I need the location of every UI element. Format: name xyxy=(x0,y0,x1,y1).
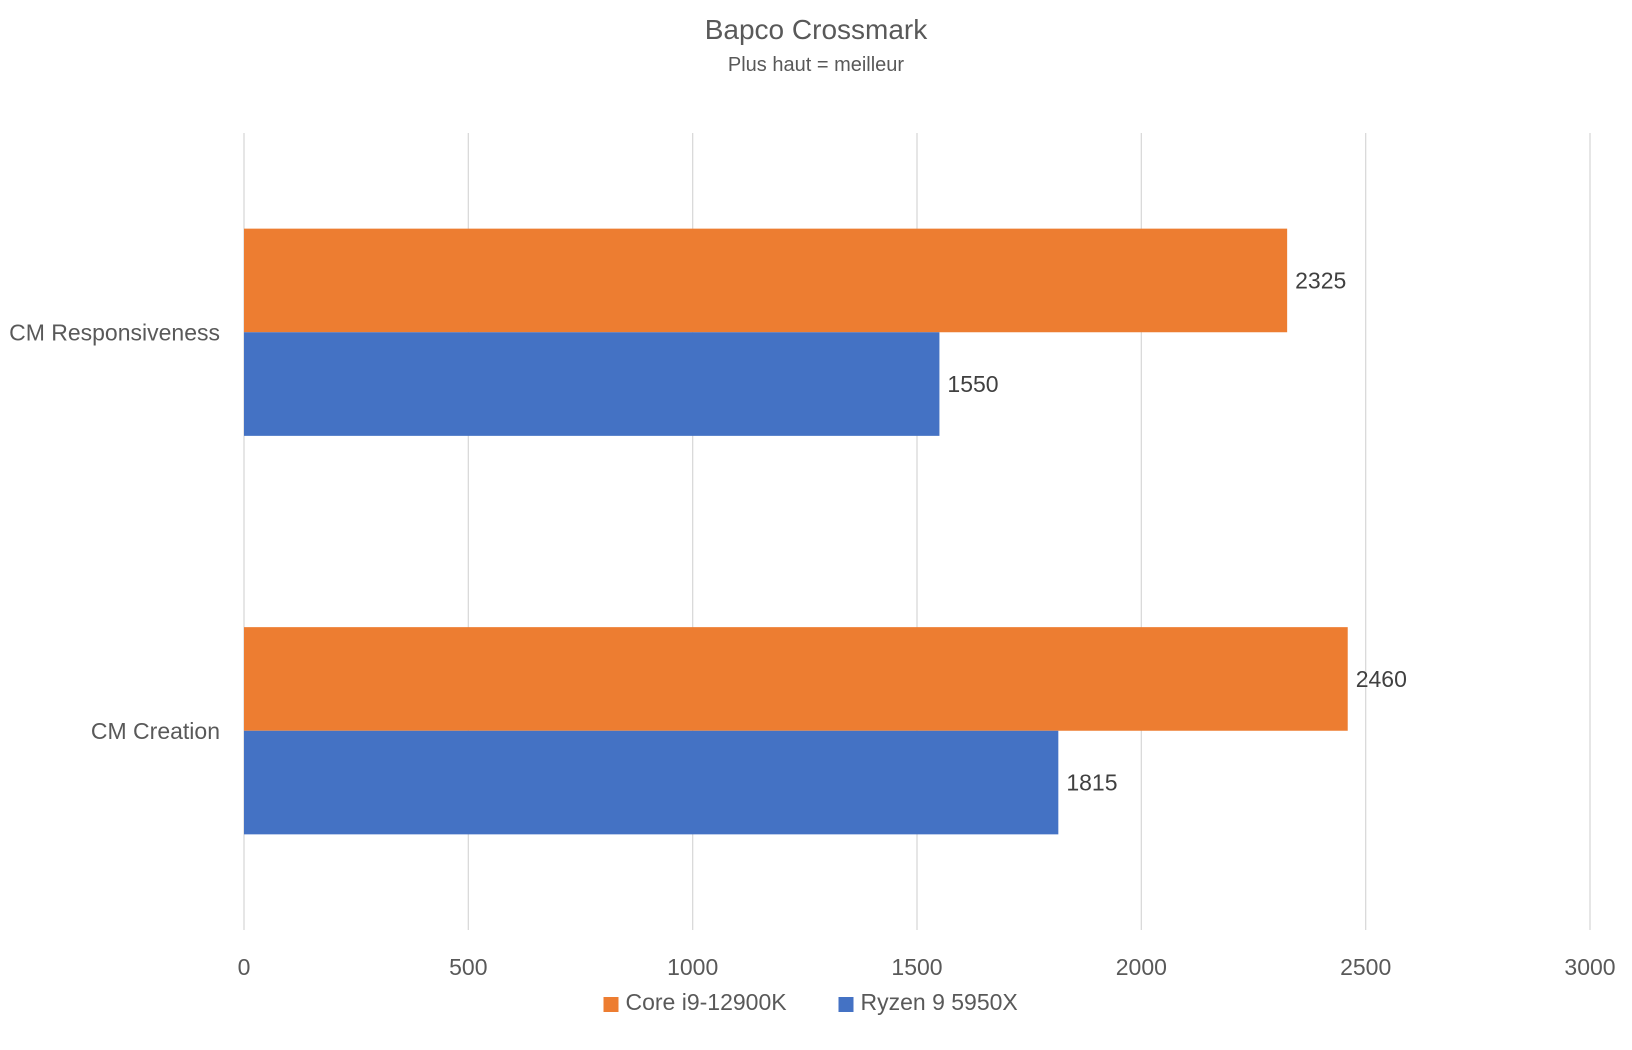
legend-label-0: Core i9-12900K xyxy=(626,989,788,1015)
bar-0-0 xyxy=(244,228,1288,333)
x-tick-label-2000: 2000 xyxy=(1116,954,1167,980)
x-tick-label-1000: 1000 xyxy=(667,954,718,980)
x-tick-label-0: 0 xyxy=(238,954,251,980)
legend-label-1: Ryzen 9 5950X xyxy=(861,989,1018,1015)
bar-1-0 xyxy=(244,332,940,436)
legend-swatch-0 xyxy=(603,997,619,1012)
x-axis: 0 500 1000 1500 2000 2500 3000 xyxy=(238,954,1616,980)
bar-0-1 xyxy=(244,627,1348,731)
legend-swatch-1 xyxy=(838,997,854,1012)
bars xyxy=(244,228,1348,835)
data-labels: 2325 1550 2460 1815 xyxy=(947,267,1406,795)
data-label-1-0: 1550 xyxy=(947,371,998,397)
x-tick-label-3000: 3000 xyxy=(1564,954,1615,980)
category-label-1: CM Creation xyxy=(91,718,220,744)
y-axis: CM Responsiveness CM Creation xyxy=(9,319,220,744)
x-tick-label-2500: 2500 xyxy=(1340,954,1391,980)
bar-1-1 xyxy=(244,730,1059,835)
data-label-1-1: 1815 xyxy=(1066,770,1117,796)
legend: Core i9-12900K Ryzen 9 5950X xyxy=(603,989,1018,1015)
x-tick-label-500: 500 xyxy=(449,954,487,980)
category-label-0: CM Responsiveness xyxy=(9,319,220,345)
chart-title: Bapco Crossmark xyxy=(705,14,929,45)
data-label-0-1: 2460 xyxy=(1356,666,1407,692)
x-tick-label-1500: 1500 xyxy=(891,954,942,980)
chart-subtitle: Plus haut = meilleur xyxy=(728,54,905,76)
data-label-0-0: 2325 xyxy=(1295,267,1346,293)
